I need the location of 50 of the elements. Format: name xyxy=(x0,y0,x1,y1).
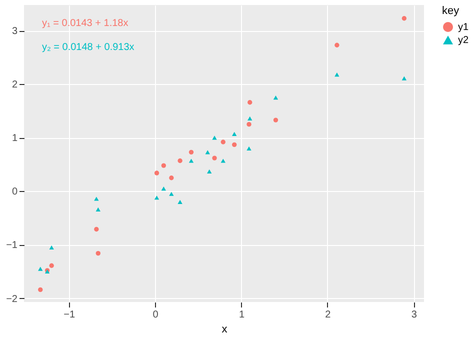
point xyxy=(246,146,252,150)
point xyxy=(169,192,174,196)
legend-title: key xyxy=(442,5,460,17)
point xyxy=(212,156,217,160)
point xyxy=(248,100,252,105)
y-tick-label: 2 xyxy=(12,80,18,91)
point xyxy=(169,176,174,180)
point xyxy=(96,207,100,212)
point xyxy=(188,150,194,155)
x-tick-label: 1 xyxy=(238,310,245,320)
y-tick-label: 3 xyxy=(12,26,18,38)
point xyxy=(38,266,43,271)
x-tick-label: 3 xyxy=(411,310,418,320)
point xyxy=(154,196,160,200)
point xyxy=(402,16,407,21)
point xyxy=(161,186,166,191)
y-tick-label: 1 xyxy=(12,133,18,144)
point xyxy=(273,118,278,122)
point xyxy=(248,116,252,120)
point xyxy=(161,163,166,168)
point xyxy=(178,200,182,204)
point xyxy=(402,76,407,80)
point xyxy=(220,158,226,163)
point xyxy=(94,226,99,232)
annotation: y₁ = 0.0143 + 1.18x xyxy=(42,18,128,29)
y-tick-label: −2 xyxy=(6,294,18,305)
point xyxy=(232,142,237,148)
point xyxy=(220,140,226,144)
x-tick-label: 0 xyxy=(152,310,159,320)
point xyxy=(246,122,252,127)
point xyxy=(96,250,100,256)
point xyxy=(207,169,212,174)
point xyxy=(178,158,182,164)
x-tick-label: −1 xyxy=(64,310,76,320)
x-tick-label: 2 xyxy=(325,310,332,320)
point xyxy=(334,72,340,77)
point xyxy=(334,42,340,48)
point xyxy=(188,158,194,163)
point xyxy=(49,263,54,268)
y-tick-label: −1 xyxy=(6,240,18,252)
legend-label: y1 xyxy=(458,22,469,33)
y-tick-label: 0 xyxy=(12,186,18,198)
point xyxy=(49,245,54,250)
point xyxy=(232,132,237,136)
x-axis-title: x xyxy=(222,324,228,336)
annotation: y₂ = 0.0148 + 0.913x xyxy=(42,42,134,53)
legend-label: y2 xyxy=(458,35,469,46)
point xyxy=(273,96,278,100)
point xyxy=(38,287,43,292)
point xyxy=(154,170,160,176)
